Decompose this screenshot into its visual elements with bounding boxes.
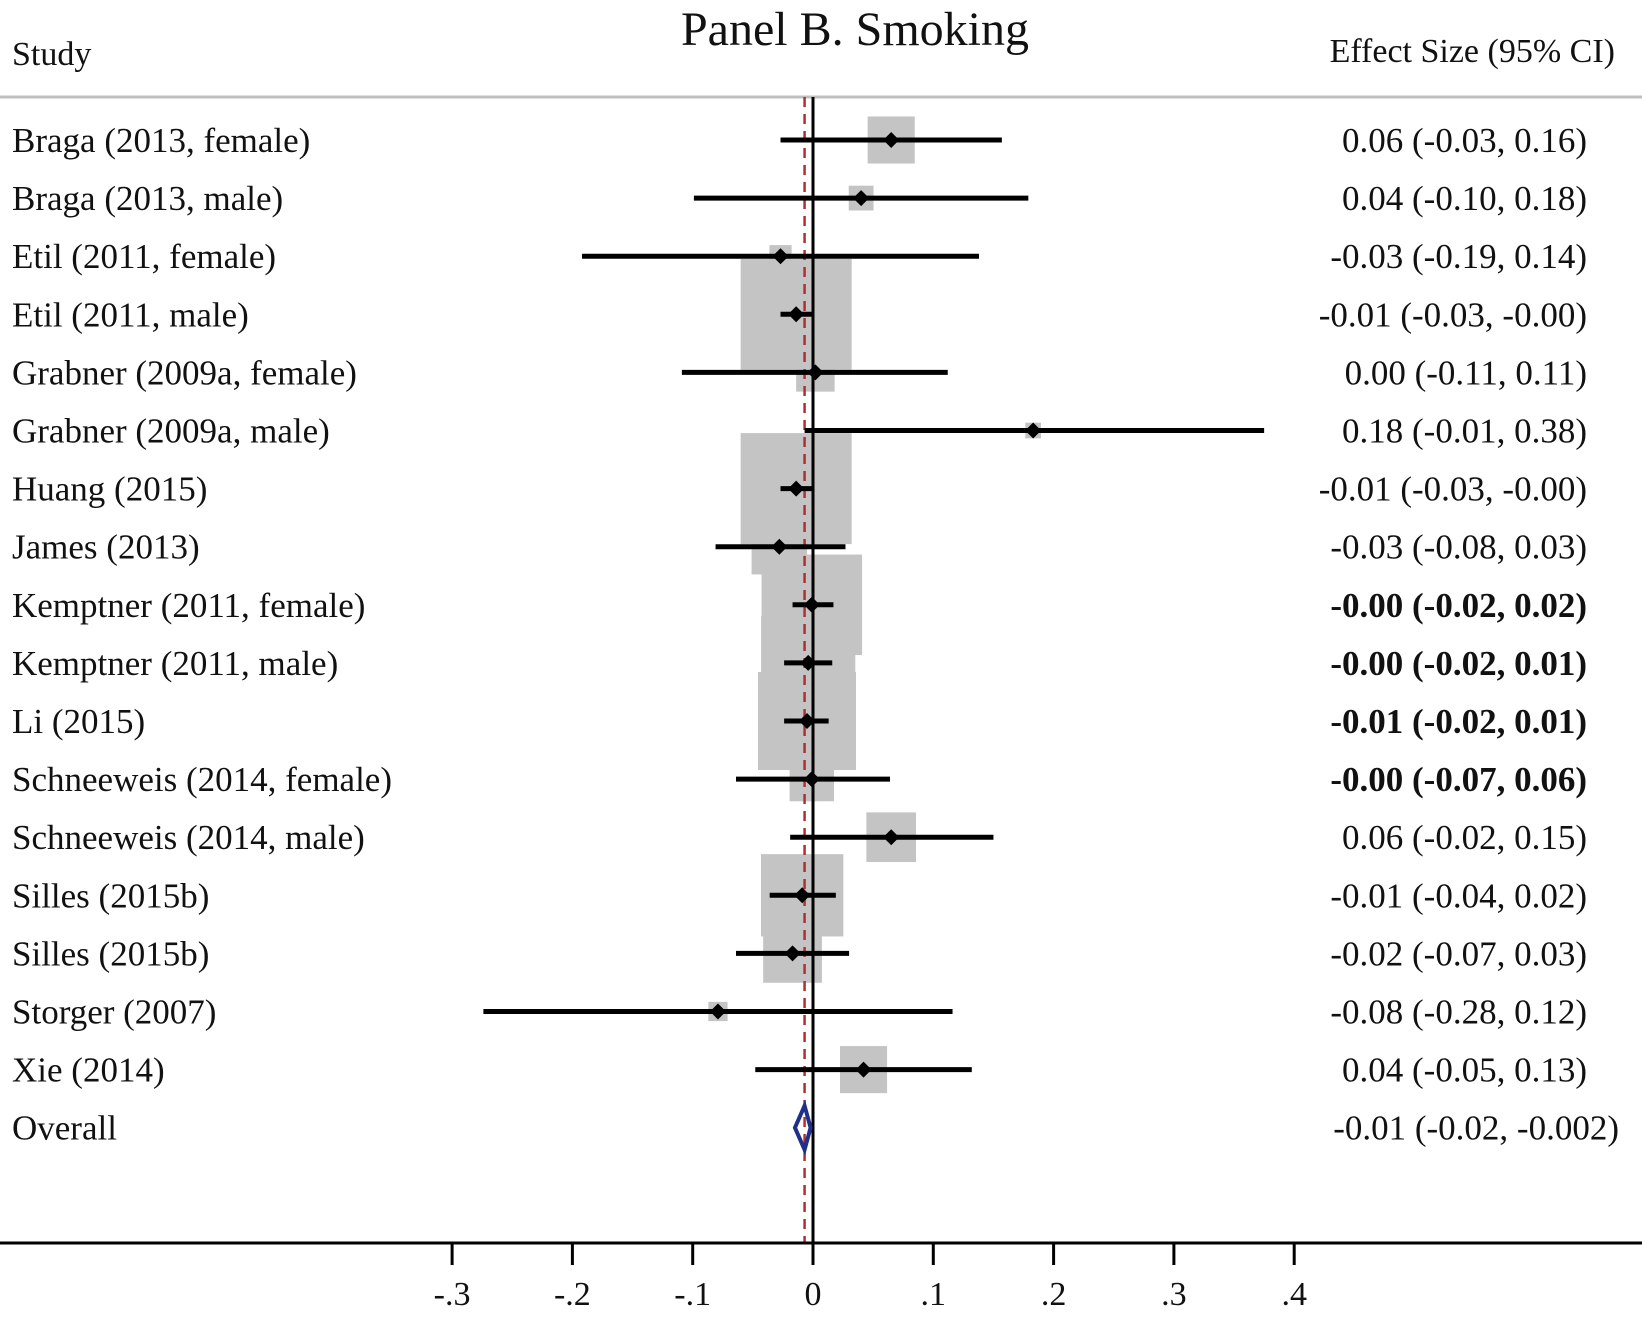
point-estimate-marker — [771, 538, 788, 555]
point-estimate-marker — [788, 480, 805, 497]
x-tick-label: .1 — [921, 1276, 947, 1313]
effect-size-column-header: Effect Size (95% CI) — [1330, 33, 1615, 70]
study-label: Silles (2015b) — [12, 876, 209, 915]
point-estimate-marker — [772, 248, 789, 265]
point-estimate-marker — [855, 1061, 872, 1078]
study-label: James (2013) — [12, 528, 200, 567]
x-tick-label: -.2 — [554, 1276, 591, 1313]
study-label: Kemptner (2011, male) — [12, 644, 338, 683]
study-label: Grabner (2009a, male) — [12, 412, 330, 451]
overall-label: Overall — [12, 1109, 117, 1148]
point-estimate-marker — [794, 887, 811, 904]
point-estimate-marker — [800, 654, 817, 671]
effect-size-text: -0.00 (-0.02, 0.01) — [1330, 644, 1587, 683]
study-label: Braga (2013, male) — [12, 179, 283, 218]
x-tick-label: -.3 — [434, 1276, 471, 1313]
point-estimate-marker — [788, 306, 805, 323]
effect-size-text: -0.02 (-0.07, 0.03) — [1330, 934, 1587, 973]
study-column-header: Study — [12, 36, 91, 73]
study-label: Grabner (2009a, female) — [12, 353, 357, 392]
effect-size-text: 0.04 (-0.05, 0.13) — [1342, 1051, 1587, 1090]
point-estimate-marker — [709, 1003, 726, 1020]
point-estimate-marker — [1025, 422, 1042, 439]
x-tick-label: .4 — [1281, 1276, 1307, 1313]
x-tick-label: .2 — [1041, 1276, 1067, 1313]
study-label: Etil (2011, female) — [12, 237, 276, 276]
effect-size-text: -0.03 (-0.19, 0.14) — [1330, 237, 1587, 276]
point-estimate-marker — [784, 945, 801, 962]
point-estimate-marker — [803, 596, 820, 613]
effect-size-text: -0.01 (-0.02, 0.01) — [1330, 702, 1587, 741]
x-tick-label: 0 — [805, 1276, 822, 1313]
point-estimate-marker — [883, 829, 900, 846]
point-estimate-marker — [853, 190, 870, 207]
study-rows: Braga (2013, female) 0.06 (-0.03, 0.16) Br… — [12, 121, 1619, 1156]
study-label: Storger (2007) — [12, 993, 216, 1032]
study-label: Etil (2011, male) — [12, 295, 249, 334]
x-tick-label: -.1 — [674, 1276, 711, 1313]
effect-size-text: 0.00 (-0.11, 0.11) — [1345, 353, 1587, 392]
x-tick-label: .3 — [1161, 1276, 1187, 1313]
study-label: Schneeweis (2014, female) — [12, 760, 392, 799]
point-estimate-marker — [798, 713, 815, 729]
weight-boxes — [708, 116, 1041, 1094]
point-estimate-marker — [883, 132, 900, 148]
study-label: Silles (2015b) — [12, 934, 209, 973]
effect-size-text: -0.03 (-0.08, 0.03) — [1330, 528, 1587, 567]
study-label: Schneeweis (2014, male) — [12, 818, 365, 857]
effect-size-text: -0.01 (-0.03, -0.00) — [1319, 470, 1587, 509]
effect-size-text: -0.00 (-0.02, 0.02) — [1330, 586, 1587, 625]
overall-effect-size-text: -0.01 (-0.02, -0.002) — [1333, 1109, 1619, 1148]
effect-size-text: 0.04 (-0.10, 0.18) — [1342, 179, 1587, 218]
study-label: Xie (2014) — [12, 1051, 165, 1090]
effect-size-text: -0.01 (-0.04, 0.02) — [1330, 876, 1587, 915]
effect-size-text: 0.18 (-0.01, 0.38) — [1342, 412, 1587, 451]
study-label: Huang (2015) — [12, 470, 207, 509]
study-label: Li (2015) — [12, 702, 145, 741]
effect-size-text: -0.00 (-0.07, 0.06) — [1330, 760, 1587, 799]
x-axis: -.3 -.2 -.1 0 .1 .2 .3 .4 — [0, 1241, 1642, 1313]
effect-size-text: 0.06 (-0.02, 0.15) — [1342, 818, 1587, 857]
chart-title: Panel B. Smoking — [681, 3, 1029, 56]
overall-diamond — [792, 1099, 813, 1156]
point-estimate-marker — [803, 771, 820, 788]
effect-size-text: -0.01 (-0.03, -0.00) — [1319, 295, 1587, 334]
point-estimate-marker — [807, 364, 824, 381]
effect-size-text: -0.08 (-0.28, 0.12) — [1330, 993, 1587, 1032]
effect-size-text: 0.06 (-0.03, 0.16) — [1342, 121, 1587, 160]
study-label: Kemptner (2011, female) — [12, 586, 365, 625]
study-label: Braga (2013, female) — [12, 121, 310, 160]
